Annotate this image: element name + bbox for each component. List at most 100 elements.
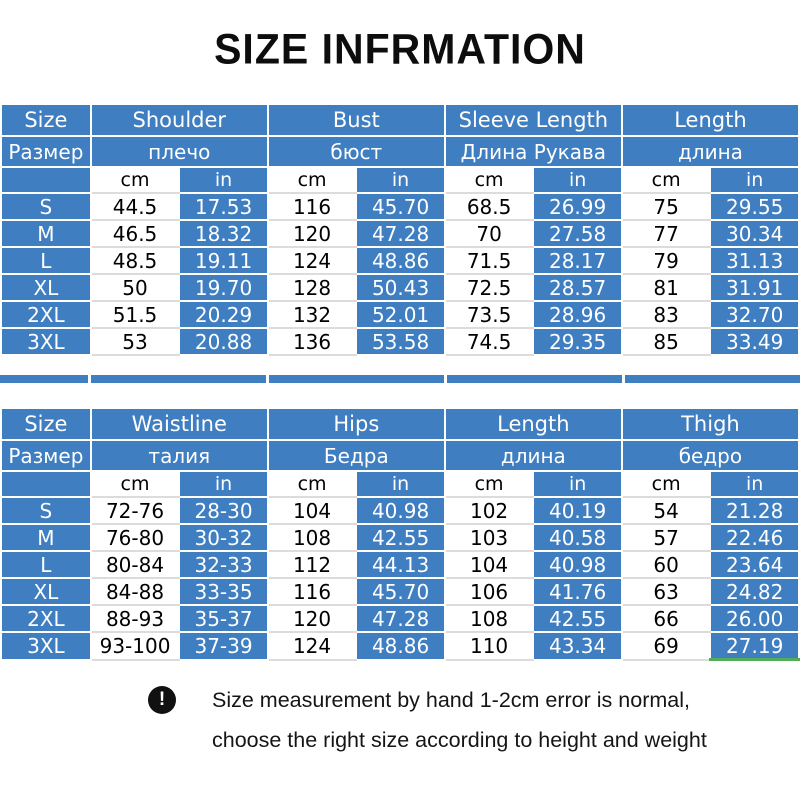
value-cm: 120 [266,219,358,248]
unit-in: in [532,470,623,498]
value-in: 27.58 [532,219,623,248]
value-cm: 57 [620,523,712,552]
value-cm: 84-88 [89,577,181,606]
value-cm: 88-93 [89,604,181,633]
unit-in: in [355,166,446,194]
table-divider-bar [0,375,800,383]
unit-in: in [709,470,800,498]
divider-segment [268,375,444,383]
note-line-1: Size measurement by hand 1-2cm error is … [212,688,690,712]
value-cm: 104 [443,550,535,579]
value-in: 27.19 [709,631,800,661]
unit-cm: cm [443,166,535,194]
size-label: L [0,246,92,275]
unit-in: in [355,470,446,498]
value-cm: 70 [443,219,535,248]
value-in: 26.99 [532,192,623,221]
size-label: XL [0,273,92,302]
value-in: 47.28 [355,604,446,633]
column-header-hips-ru: Бедра [266,439,446,472]
column-header-length-ru: длина [620,135,800,168]
unit-cm: cm [620,470,712,498]
column-header-waistline: Waistline [89,407,269,441]
column-header-hips: Hips [266,407,446,441]
size-label: S [0,192,92,221]
value-cm: 81 [620,273,712,302]
table-row: 3XL 53 20.88 136 53.58 74.5 29.35 85 33.49 [0,327,800,356]
value-cm: 69 [620,631,712,661]
value-cm: 102 [443,496,535,525]
value-in: 40.58 [532,523,623,552]
unit-cm: cm [266,166,358,194]
column-header-thigh-ru: бедро [620,439,800,472]
value-in: 31.13 [709,246,800,275]
value-cm: 76-80 [89,523,181,552]
value-in: 50.43 [355,273,446,302]
column-header-length: Length [620,103,800,137]
column-header-sleeve-length: Sleeve Length [443,103,623,137]
value-cm: 72.5 [443,273,535,302]
size-label: 3XL [0,327,92,356]
value-in: 40.98 [355,496,446,525]
value-cm: 80-84 [89,550,181,579]
divider-segment [625,375,800,383]
value-in: 45.70 [355,192,446,221]
table-body-tops: S 44.5 17.53 116 45.70 68.5 26.99 75 29.55 M 46.5 1… [0,192,800,356]
table-row: 2XL 51.5 20.29 132 52.01 73.5 28.96 83 32.70 [0,300,800,329]
value-in: 42.55 [355,523,446,552]
value-in: 40.19 [532,496,623,525]
page-title: SIZE INFRMATION [214,25,586,73]
value-in: 26.00 [709,604,800,633]
size-table-bottoms: Size Waistline Hips Length Thigh Размер … [0,407,800,661]
unit-in: in [709,166,800,194]
value-in: 40.98 [532,550,623,579]
table-row: 2XL 88-93 35-37 120 47.28 108 42.55 66 26.00 [0,604,800,633]
value-cm: 128 [266,273,358,302]
unit-in: in [532,166,623,194]
value-cm: 77 [620,219,712,248]
size-table-tops: Size Shoulder Bust Sleeve Length Length … [0,103,800,356]
value-in: 30-32 [178,523,269,552]
value-cm: 79 [620,246,712,275]
note-line-2: choose the right size according to heigh… [212,728,707,752]
value-cm: 108 [443,604,535,633]
value-in: 30.34 [709,219,800,248]
value-in: 17.53 [178,192,269,221]
column-header-length-ru: длина [443,439,623,472]
unit-in: in [178,166,269,194]
size-label: XL [0,577,92,606]
table-row: M 46.5 18.32 120 47.28 70 27.58 77 30.34 [0,219,800,248]
value-in: 35-37 [178,604,269,633]
value-in: 28.57 [532,273,623,302]
value-in: 29.55 [709,192,800,221]
header-row-english: Size Shoulder Bust Sleeve Length Length [0,103,800,137]
value-in: 52.01 [355,300,446,329]
empty-cell [0,166,92,194]
value-cm: 74.5 [443,327,535,356]
table-row: L 80-84 32-33 112 44.13 104 40.98 60 23.64 [0,550,800,579]
table-row: L 48.5 19.11 124 48.86 71.5 28.17 79 31.13 [0,246,800,275]
size-header-en: Size [0,103,92,137]
value-in: 37-39 [178,631,269,661]
size-label: M [0,219,92,248]
divider-segment [90,375,266,383]
unit-in: in [178,470,269,498]
value-cm: 75 [620,192,712,221]
column-header-sleeve-length-ru: Длина Рукава [443,135,623,168]
value-cm: 73.5 [443,300,535,329]
value-cm: 103 [443,523,535,552]
value-in: 29.35 [532,327,623,356]
value-in: 44.13 [355,550,446,579]
size-header-en: Size [0,407,92,441]
value-cm: 54 [620,496,712,525]
value-in: 23.64 [709,550,800,579]
value-in: 45.70 [355,577,446,606]
value-cm: 53 [89,327,181,356]
unit-cm: cm [89,470,181,498]
value-cm: 136 [266,327,358,356]
value-cm: 83 [620,300,712,329]
value-cm: 60 [620,550,712,579]
value-cm: 110 [443,631,535,661]
header-row-english: Size Waistline Hips Length Thigh [0,407,800,441]
table-row: XL 50 19.70 128 50.43 72.5 28.57 81 31.91 [0,273,800,302]
